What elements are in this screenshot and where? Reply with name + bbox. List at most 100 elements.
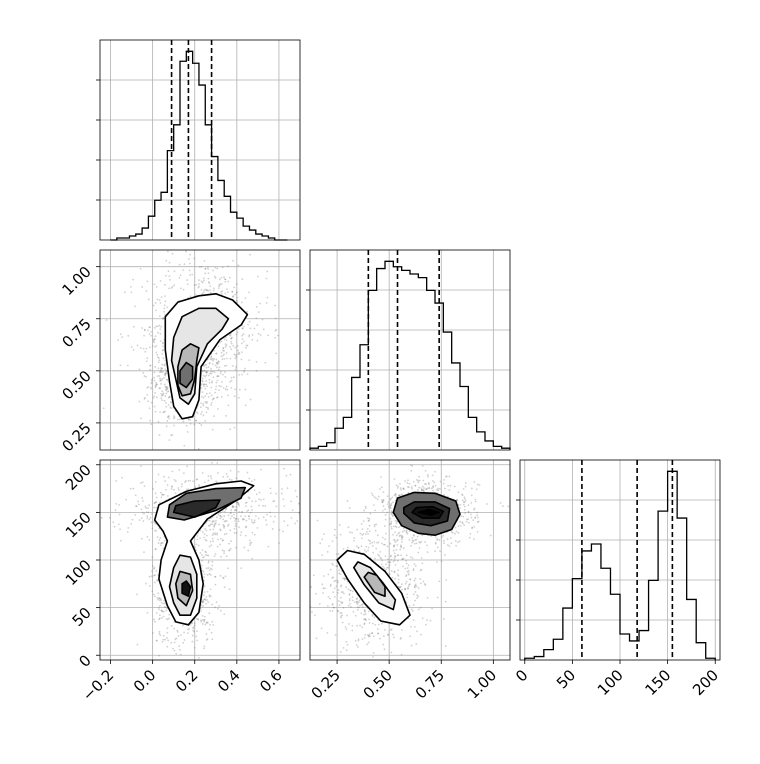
scatter-point: [242, 517, 244, 520]
scatter-point: [388, 573, 391, 575]
scatter-point: [132, 487, 135, 490]
scatter-point: [338, 524, 341, 526]
scatter-point: [390, 558, 393, 561]
scatter-point: [415, 542, 418, 545]
scatter-point: [394, 531, 396, 534]
scatter-point: [208, 594, 211, 597]
scatter-point: [272, 520, 275, 523]
scatter-point: [420, 487, 423, 490]
scatter-point: [269, 487, 272, 490]
scatter-point: [243, 546, 246, 549]
scatter-point: [205, 621, 208, 624]
scatter-point: [219, 283, 222, 286]
scatter-point: [223, 515, 226, 517]
scatter-point: [476, 521, 479, 523]
scatter-point: [399, 482, 401, 485]
scatter-point: [153, 574, 156, 577]
scatter-point: [205, 289, 208, 291]
scatter-point: [169, 406, 172, 409]
scatter-point: [220, 370, 222, 373]
scatter-point: [405, 530, 408, 533]
scatter-point: [155, 385, 157, 387]
scatter-point: [356, 603, 359, 606]
scatter-point: [396, 520, 399, 523]
scatter-point: [234, 357, 237, 360]
scatter-point: [381, 500, 384, 503]
scatter-point: [391, 501, 394, 504]
scatter-point: [402, 487, 405, 490]
scatter-point: [204, 395, 207, 397]
scatter-point: [215, 601, 218, 603]
scatter-point: [170, 486, 173, 488]
scatter-point: [225, 555, 228, 558]
scatter-point: [389, 542, 392, 545]
scatter-point: [195, 617, 198, 620]
scatter-point: [257, 517, 260, 520]
scatter-point: [153, 502, 156, 505]
scatter-point: [221, 549, 224, 552]
scatter-point: [305, 523, 307, 525]
scatter-point: [149, 516, 152, 519]
scatter-point: [507, 505, 510, 508]
scatter-point: [173, 649, 176, 652]
scatter-point: [152, 338, 154, 341]
scatter-point: [404, 588, 407, 590]
scatter-point: [240, 515, 242, 518]
scatter-point: [390, 513, 393, 516]
scatter-point: [265, 523, 268, 526]
panel-background: [100, 40, 300, 240]
scatter-point: [260, 468, 263, 471]
scatter-point: [172, 417, 175, 420]
scatter-point: [248, 335, 251, 338]
scatter-point: [235, 532, 238, 534]
scatter-point: [393, 557, 396, 559]
scatter-point: [393, 525, 395, 528]
scatter-point: [163, 364, 166, 366]
scatter-point: [214, 606, 216, 609]
scatter-point: [390, 628, 393, 631]
scatter-point: [183, 631, 185, 634]
scatter-point: [213, 275, 216, 278]
scatter-point: [255, 369, 258, 372]
scatter-point: [402, 487, 405, 490]
scatter-point: [143, 512, 145, 515]
scatter-point: [446, 544, 449, 547]
scatter-point: [170, 641, 173, 644]
scatter-point: [367, 549, 369, 552]
scatter-point: [215, 385, 218, 388]
scatter-point: [351, 590, 354, 593]
scatter-point: [221, 290, 224, 293]
scatter-point: [201, 623, 204, 625]
scatter-point: [165, 405, 168, 408]
scatter-point: [245, 519, 248, 522]
scatter-point: [138, 400, 141, 403]
scatter-point: [385, 568, 388, 571]
histogram-step-0: [110, 50, 288, 241]
scatter-point: [191, 634, 194, 637]
scatter-point: [167, 639, 170, 642]
scatter-point: [415, 585, 418, 588]
scatter-point: [222, 349, 224, 352]
scatter-point: [215, 352, 217, 355]
scatter-point: [372, 635, 375, 638]
scatter-point: [149, 364, 152, 367]
scatter-point: [218, 385, 221, 387]
scatter-point: [157, 592, 160, 595]
scatter-point: [187, 488, 190, 491]
scatter-point: [389, 561, 392, 564]
scatter-point: [141, 481, 144, 484]
scatter-point: [245, 525, 248, 528]
scatter-point: [145, 511, 148, 514]
scatter-point: [189, 295, 192, 298]
scatter-point: [150, 575, 153, 578]
scatter-point: [443, 540, 445, 542]
scatter-point: [154, 492, 157, 495]
scatter-point: [409, 635, 411, 638]
scatter-point: [166, 495, 169, 497]
scatter-point: [401, 629, 403, 631]
scatter-point: [311, 610, 313, 613]
scatter-point: [148, 346, 151, 349]
scatter-point: [344, 626, 347, 629]
scatter-point: [248, 497, 251, 500]
scatter-point: [345, 649, 348, 652]
